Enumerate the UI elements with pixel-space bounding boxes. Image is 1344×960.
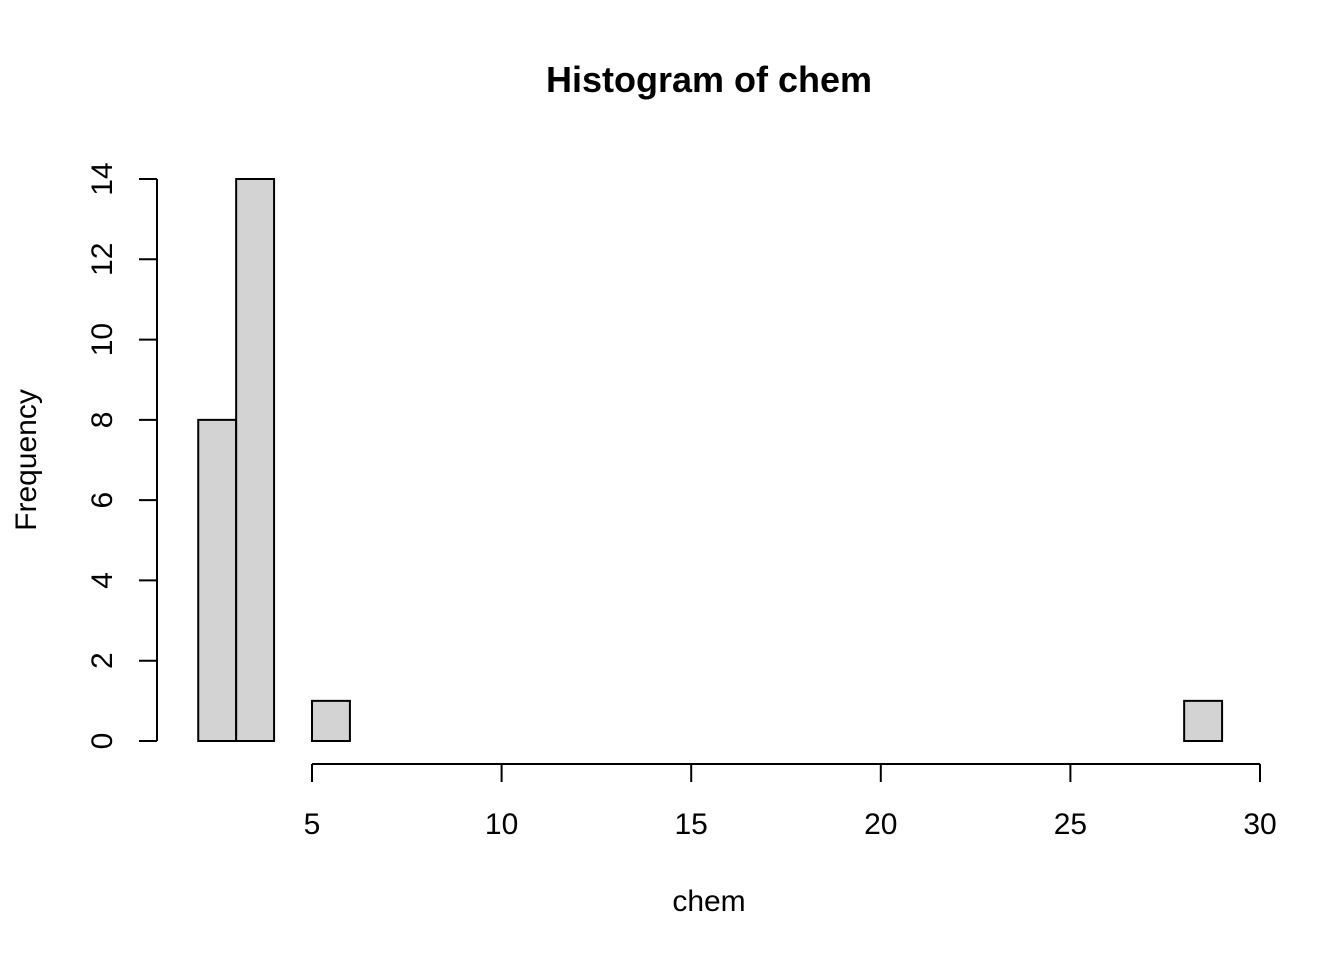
y-tick-label: 8: [86, 412, 119, 429]
x-tick-label: 25: [1054, 808, 1087, 841]
y-tick-label: 10: [86, 323, 119, 356]
x-tick-label: 20: [864, 808, 897, 841]
x-tick-label: 15: [675, 808, 708, 841]
x-tick-label: 10: [485, 808, 518, 841]
histogram-bar: [197, 418, 238, 742]
x-axis-label: chem: [672, 885, 745, 918]
histogram-bar: [235, 178, 276, 742]
histogram-bar: [1183, 699, 1224, 742]
y-axis-label: Frequency: [10, 389, 43, 531]
y-axis: 0 2 4 6 8 10 12 14: [86, 162, 158, 750]
x-tick-label: 5: [304, 808, 321, 841]
y-tick-label: 6: [86, 492, 119, 509]
y-tick-label: 2: [86, 652, 119, 669]
x-tick-label: 30: [1243, 808, 1276, 841]
chart-title: Histogram of chem: [546, 59, 872, 100]
y-tick-label: 12: [86, 243, 119, 276]
y-tick-label: 14: [86, 162, 119, 195]
histogram-bar: [311, 699, 351, 742]
y-tick-label: 4: [86, 572, 119, 589]
bars-group: [197, 178, 1224, 742]
x-axis: 5 10 15 20 25 30: [304, 763, 1277, 841]
y-tick-label: 0: [86, 733, 119, 750]
